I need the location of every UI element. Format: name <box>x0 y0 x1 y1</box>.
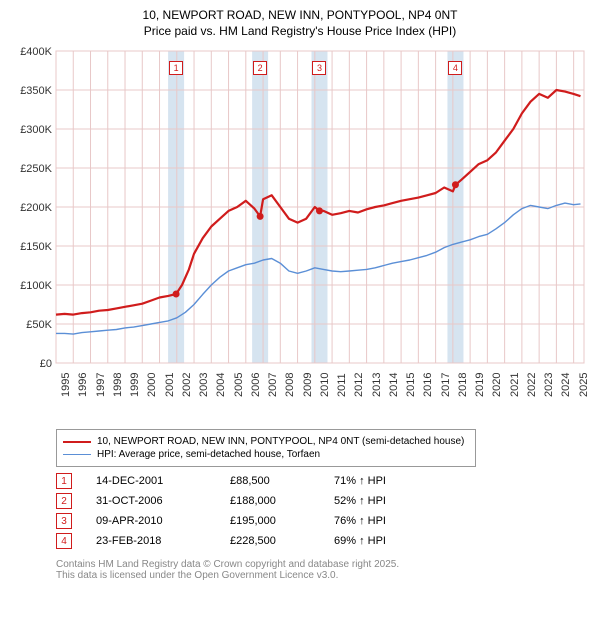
x-tick-label: 1996 <box>77 373 89 397</box>
chart-title-block: 10, NEWPORT ROAD, NEW INN, PONTYPOOL, NP… <box>8 8 592 39</box>
x-tick-label: 2020 <box>491 373 503 397</box>
footer-line-2: This data is licensed under the Open Gov… <box>56 570 592 581</box>
sale-number-box: 1 <box>56 473 72 489</box>
x-tick-label: 2002 <box>181 373 193 397</box>
x-tick-label: 2009 <box>302 373 314 397</box>
legend-label-hpi: HPI: Average price, semi-detached house,… <box>97 449 320 460</box>
sale-number-box: 3 <box>56 513 72 529</box>
x-tick-label: 2021 <box>509 373 521 397</box>
x-tick-label: 2014 <box>388 373 400 397</box>
x-tick-label: 2011 <box>336 374 348 398</box>
svg-text:£400K: £400K <box>20 46 52 58</box>
x-tick-label: 2003 <box>198 373 210 397</box>
legend: 10, NEWPORT ROAD, NEW INN, PONTYPOOL, NP… <box>56 429 476 467</box>
x-tick-label: 1998 <box>112 373 124 397</box>
sale-price: £88,500 <box>230 475 310 487</box>
x-tick-label: 2016 <box>422 373 434 397</box>
sales-row: 3 09-APR-2010 £195,000 76% ↑ HPI <box>56 513 592 529</box>
chart-svg: £0 £50K £100K £150K £200K £250K £300K £350K £400… <box>8 43 592 403</box>
legend-swatch-hpi <box>63 454 91 455</box>
svg-text:£200K: £200K <box>20 202 52 214</box>
sale-vs-hpi: 52% ↑ HPI <box>334 495 424 507</box>
x-tick-label: 2001 <box>164 373 176 397</box>
svg-text:£50K: £50K <box>26 319 52 331</box>
x-tick-label: 2023 <box>543 373 555 397</box>
x-tick-label: 2024 <box>560 373 572 397</box>
x-tick-label: 2019 <box>474 373 486 397</box>
svg-text:£250K: £250K <box>20 163 52 175</box>
svg-text:£350K: £350K <box>20 85 52 97</box>
sales-row: 1 14-DEC-2001 £88,500 71% ↑ HPI <box>56 473 592 489</box>
footer-line-1: Contains HM Land Registry data © Crown c… <box>56 559 592 570</box>
x-tick-label: 2008 <box>284 373 296 397</box>
sale-price: £195,000 <box>230 515 310 527</box>
x-tick-label: 2017 <box>440 373 452 397</box>
legend-swatch-property <box>63 441 91 443</box>
sale-date: 09-APR-2010 <box>96 515 206 527</box>
attribution-footer: Contains HM Land Registry data © Crown c… <box>56 559 592 581</box>
x-tick-label: 2010 <box>319 373 331 397</box>
legend-label-property: 10, NEWPORT ROAD, NEW INN, PONTYPOOL, NP… <box>97 436 464 447</box>
sale-date: 23-FEB-2018 <box>96 535 206 547</box>
sale-date: 14-DEC-2001 <box>96 475 206 487</box>
sales-row: 2 31-OCT-2006 £188,000 52% ↑ HPI <box>56 493 592 509</box>
x-tick-label: 2022 <box>526 373 538 397</box>
chart-area: £0 £50K £100K £150K £200K £250K £300K £350K £400… <box>8 43 592 423</box>
sale-vs-hpi: 76% ↑ HPI <box>334 515 424 527</box>
x-tick-label: 2025 <box>578 373 590 397</box>
sales-row: 4 23-FEB-2018 £228,500 69% ↑ HPI <box>56 533 592 549</box>
x-tick-label: 2004 <box>215 373 227 397</box>
x-tick-label: 2000 <box>146 373 158 397</box>
svg-text:£150K: £150K <box>20 241 52 253</box>
x-tick-label: 2006 <box>250 373 262 397</box>
sale-vs-hpi: 71% ↑ HPI <box>334 475 424 487</box>
legend-row-hpi: HPI: Average price, semi-detached house,… <box>63 449 469 460</box>
legend-row-property: 10, NEWPORT ROAD, NEW INN, PONTYPOOL, NP… <box>63 436 469 447</box>
sale-number-box: 4 <box>56 533 72 549</box>
x-tick-label: 2007 <box>267 373 279 397</box>
svg-text:£100K: £100K <box>20 280 52 292</box>
sale-number-box: 2 <box>56 493 72 509</box>
svg-text:£0: £0 <box>40 358 52 370</box>
x-tick-label: 1995 <box>60 373 72 397</box>
sale-price: £188,000 <box>230 495 310 507</box>
sale-vs-hpi: 69% ↑ HPI <box>334 535 424 547</box>
svg-text:£300K: £300K <box>20 124 52 136</box>
title-line-2: Price paid vs. HM Land Registry's House … <box>8 24 592 40</box>
sales-table: 1 14-DEC-2001 £88,500 71% ↑ HPI 2 31-OCT-2006… <box>56 473 592 549</box>
sale-price: £228,500 <box>230 535 310 547</box>
x-tick-label: 2005 <box>233 373 245 397</box>
x-tick-label: 1997 <box>95 373 107 397</box>
x-tick-label: 2015 <box>405 373 417 397</box>
sale-date: 31-OCT-2006 <box>96 495 206 507</box>
title-line-1: 10, NEWPORT ROAD, NEW INN, PONTYPOOL, NP… <box>8 8 592 24</box>
x-tick-label: 2018 <box>457 373 469 397</box>
x-tick-label: 2012 <box>353 373 365 397</box>
x-tick-label: 2013 <box>371 373 383 397</box>
x-tick-label: 1999 <box>129 373 141 397</box>
